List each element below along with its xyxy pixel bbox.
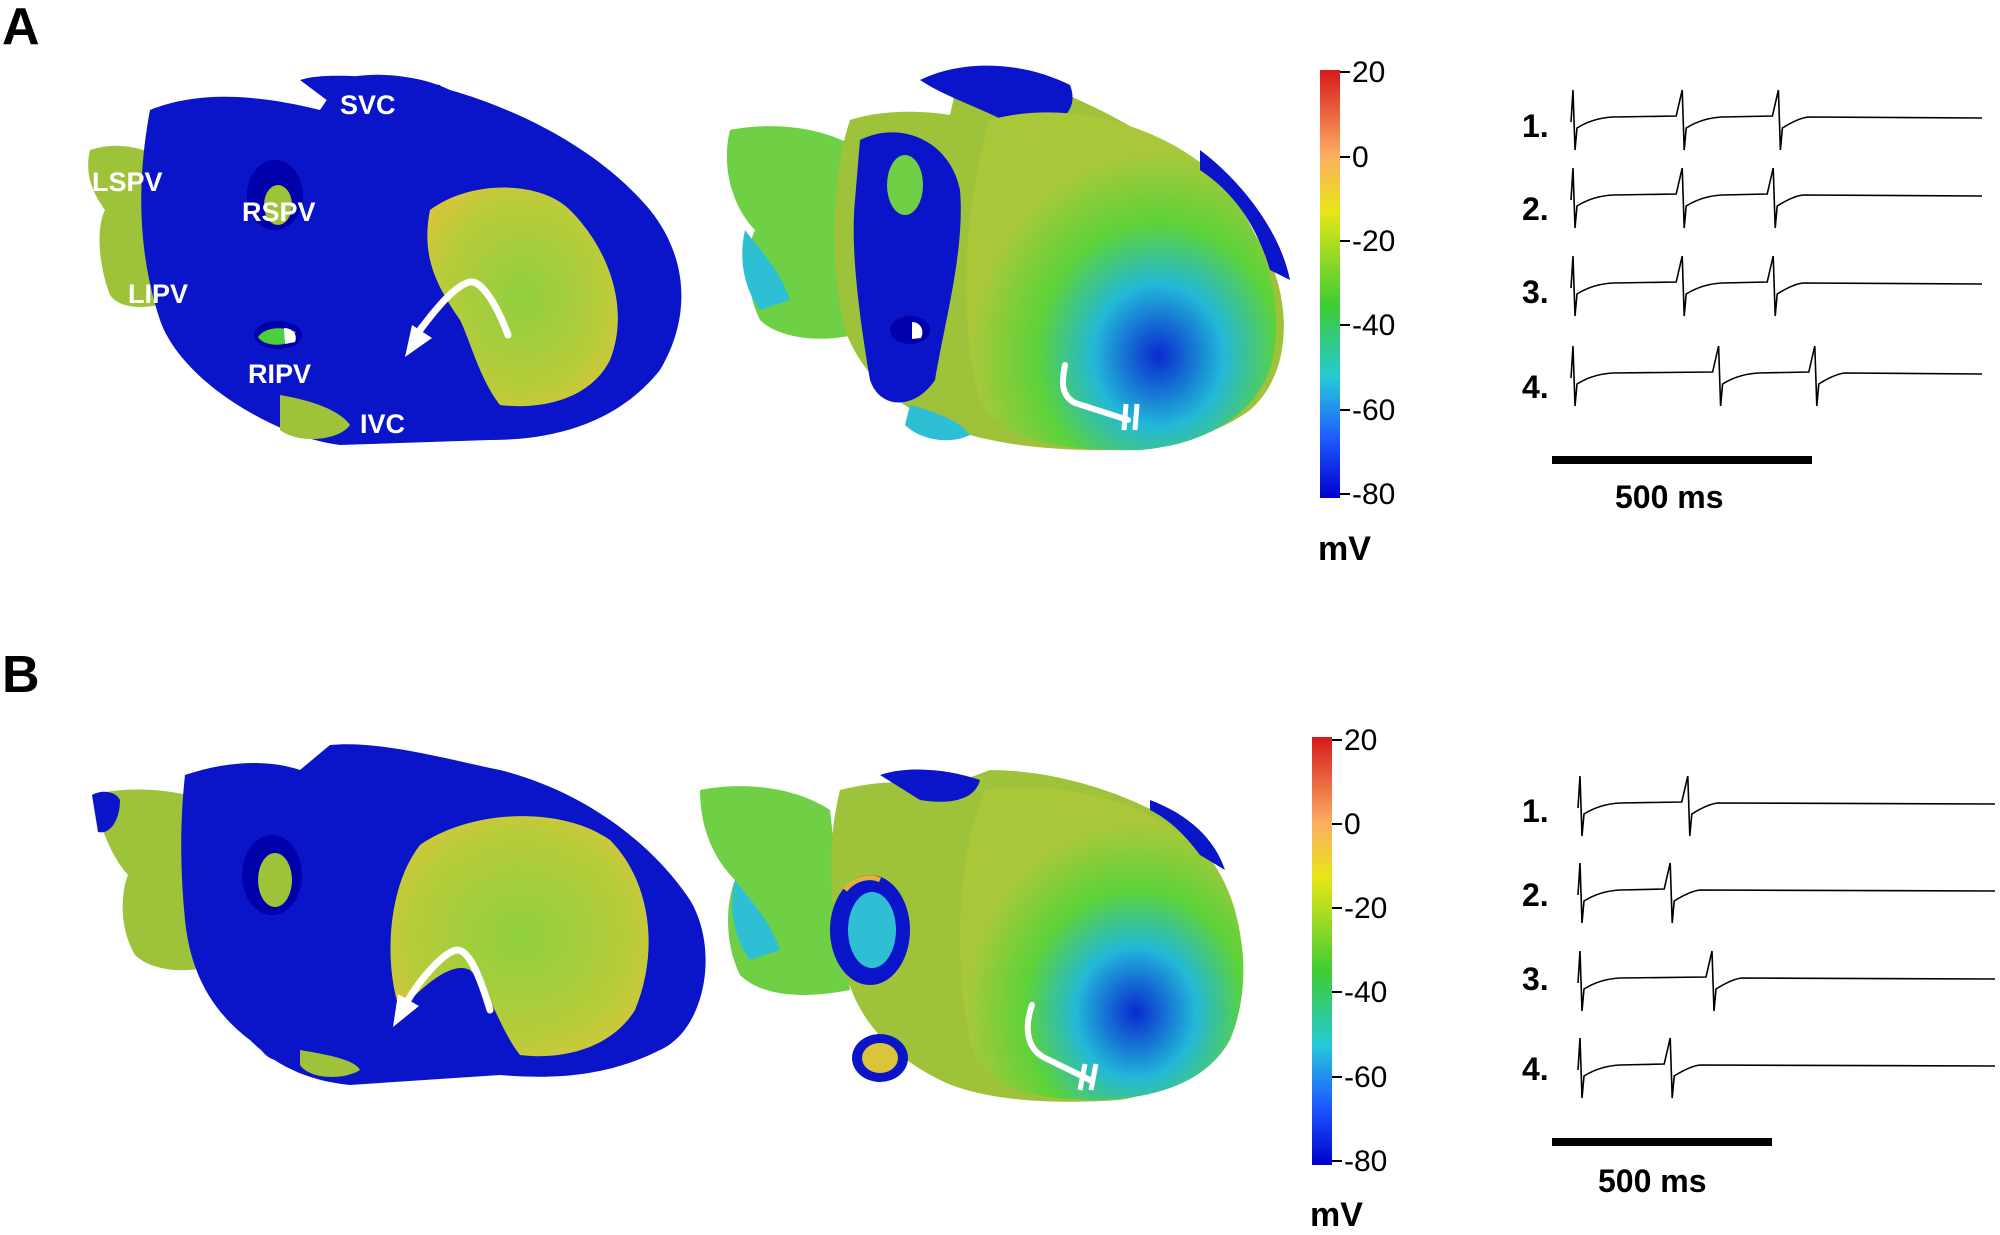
tick-label: 20 bbox=[1352, 56, 1385, 89]
posterior-wall-b2 bbox=[732, 880, 780, 960]
ripv-highlight-a2 bbox=[912, 322, 923, 339]
trace-b-1 bbox=[1577, 775, 1996, 837]
conduction-block-line-b2 bbox=[1024, 1002, 1093, 1083]
trace-label: 4. bbox=[1522, 1051, 1549, 1087]
colorbar-unit-a: mV bbox=[1318, 530, 1371, 568]
heart-a2 bbox=[726, 65, 1290, 451]
ripv-lumen-b2 bbox=[862, 1043, 898, 1073]
panel-a: A SVC LSPV RSPV LIPV RIPV IVC bbox=[2, 0, 1983, 568]
tick-label: -80 bbox=[1344, 1145, 1387, 1178]
colorbar-unit-b: mV bbox=[1310, 1196, 1363, 1234]
rim-blue-a2 bbox=[1200, 150, 1290, 280]
conduction-block-line-a2 bbox=[1059, 362, 1131, 423]
reentry-arrowhead-a1 bbox=[405, 325, 432, 357]
colorbar-ticks-a bbox=[1340, 71, 1350, 495]
colorbar-ticks-b bbox=[1332, 739, 1342, 1162]
tick-label: -60 bbox=[1344, 1061, 1387, 1094]
colorbar-b: 20 0 -20 -40 -60 -80 mV bbox=[1310, 724, 1387, 1234]
right-atrium-a2 bbox=[966, 112, 1277, 451]
lower-veins-b1 bbox=[300, 1050, 360, 1077]
tick-label: -40 bbox=[1344, 976, 1387, 1009]
trace-a-3 bbox=[1570, 255, 1983, 317]
tick-label: -60 bbox=[1352, 394, 1395, 427]
label-ivc: IVC bbox=[360, 409, 405, 439]
tick-label: -20 bbox=[1352, 225, 1395, 258]
panel-b: B bbox=[2, 646, 1996, 1234]
excited-region-b1 bbox=[390, 816, 649, 1057]
heart-a1: SVC LSPV RSPV LIPV RIPV IVC bbox=[88, 74, 682, 445]
ripv-b1 bbox=[254, 1004, 309, 1060]
lower-veins-a2 bbox=[905, 405, 970, 441]
reentry-arrow-a1 bbox=[416, 278, 512, 339]
left-veins-b2 bbox=[700, 786, 850, 995]
trace-label: 3. bbox=[1522, 274, 1549, 310]
rim-blue-b2 bbox=[1150, 800, 1225, 870]
colorbar-a: 20 0 -20 -40 -60 -80 mV bbox=[1318, 56, 1395, 568]
label-rspv: RSPV bbox=[242, 197, 316, 227]
reentry-arrowhead-b1 bbox=[393, 994, 419, 1027]
scale-bar-label-a: 500 ms bbox=[1615, 479, 1724, 515]
lower-veins-a1 bbox=[280, 395, 350, 440]
rspv-lumen-b1 bbox=[258, 853, 292, 907]
ripv-ostium-a2 bbox=[890, 316, 930, 344]
label-lspv: LSPV bbox=[92, 167, 163, 197]
tick-label: 0 bbox=[1352, 141, 1369, 174]
block-mark-1-b2 bbox=[1077, 1063, 1088, 1091]
tick-label: -20 bbox=[1344, 892, 1387, 925]
tick-label: 20 bbox=[1344, 724, 1377, 757]
rspv-lumen-a1 bbox=[264, 185, 292, 225]
pv-lumen-b2 bbox=[848, 892, 896, 968]
trace-b-4 bbox=[1577, 1037, 1996, 1099]
colorbar-gradient-b bbox=[1312, 737, 1332, 1165]
block-mark-1-a2 bbox=[1121, 403, 1129, 431]
scale-bar-label-b: 500 ms bbox=[1598, 1163, 1707, 1199]
panel-letter-b: B bbox=[2, 646, 40, 704]
ripv-highlight-a1 bbox=[284, 328, 296, 344]
trace-a-2 bbox=[1570, 167, 1983, 229]
trace-a-1 bbox=[1570, 89, 1983, 151]
heart-b2 bbox=[700, 769, 1244, 1102]
tick-label: 0 bbox=[1344, 808, 1361, 841]
trace-label: 1. bbox=[1522, 108, 1549, 144]
trace-b-2 bbox=[1577, 862, 1996, 924]
trace-label: 3. bbox=[1522, 961, 1549, 997]
reentry-arrow-b1 bbox=[404, 946, 494, 1014]
vein-cap-b1 bbox=[92, 791, 120, 833]
ring-yellow-b2 bbox=[843, 875, 882, 892]
trace-label: 2. bbox=[1522, 191, 1549, 227]
trace-label: 2. bbox=[1522, 877, 1549, 913]
label-svc: SVC bbox=[340, 90, 396, 120]
svc-b2 bbox=[880, 769, 980, 802]
excited-region-a1 bbox=[427, 187, 618, 407]
panel-letter-a: A bbox=[2, 0, 40, 56]
pv-ring-a2 bbox=[853, 132, 961, 403]
posterior-wall-a2 bbox=[742, 230, 790, 310]
heart-b1 bbox=[92, 744, 706, 1085]
trace-b-3 bbox=[1577, 950, 1996, 1012]
block-mark-2-b2 bbox=[1088, 1063, 1099, 1091]
colorbar-gradient-a bbox=[1320, 70, 1340, 498]
label-ripv: RIPV bbox=[248, 359, 311, 389]
traces-a: 1. 2. 3. 4. 500 ms bbox=[1522, 89, 1983, 515]
tick-label: -40 bbox=[1352, 309, 1395, 342]
trace-a-4 bbox=[1570, 345, 1983, 407]
tick-label: -80 bbox=[1352, 478, 1395, 511]
svc-a1 bbox=[300, 75, 450, 110]
label-lipv: LIPV bbox=[128, 279, 188, 309]
trace-label: 1. bbox=[1522, 793, 1549, 829]
traces-b: 1. 2. 3. 4. 500 ms bbox=[1522, 775, 1996, 1199]
rspv-lumen-a2 bbox=[887, 155, 923, 215]
trace-label: 4. bbox=[1522, 369, 1549, 405]
block-mark-2-a2 bbox=[1132, 403, 1140, 431]
